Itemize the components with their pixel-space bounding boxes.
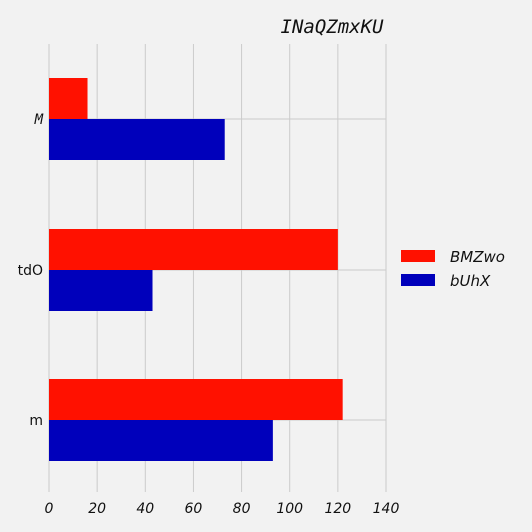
bar-BMZwo-M xyxy=(49,78,88,119)
legend-swatch xyxy=(401,274,435,286)
bar-bUhX-m xyxy=(49,420,273,461)
x-tick-label: 140 xyxy=(373,501,400,517)
x-tick-label: 60 xyxy=(185,501,203,517)
x-tick-label: 0 xyxy=(45,501,54,517)
x-tick-label: 20 xyxy=(88,501,106,517)
x-tick-label: 100 xyxy=(276,501,303,517)
x-axis-ticks: 0 20 40 60 80 100 120 140 xyxy=(45,501,400,517)
legend-swatch xyxy=(401,250,435,262)
legend: BMZwo bUhX xyxy=(401,248,505,290)
bar-bUhX-M xyxy=(49,119,225,160)
y-tick-label: m xyxy=(29,413,43,429)
legend-label: BMZwo xyxy=(450,248,505,266)
legend-label: bUhX xyxy=(450,272,491,290)
bars xyxy=(49,78,343,461)
chart-title: INaQZmxKU xyxy=(281,16,385,38)
x-tick-label: 40 xyxy=(136,501,154,517)
x-tick-label: 120 xyxy=(324,501,351,517)
y-tick-label: M xyxy=(34,112,44,128)
bar-bUhX-tdO xyxy=(49,270,153,311)
y-tick-label: tdO xyxy=(18,263,43,279)
bar-BMZwo-tdO xyxy=(49,229,338,270)
bar-BMZwo-m xyxy=(49,379,343,420)
x-tick-label: 80 xyxy=(233,501,251,517)
